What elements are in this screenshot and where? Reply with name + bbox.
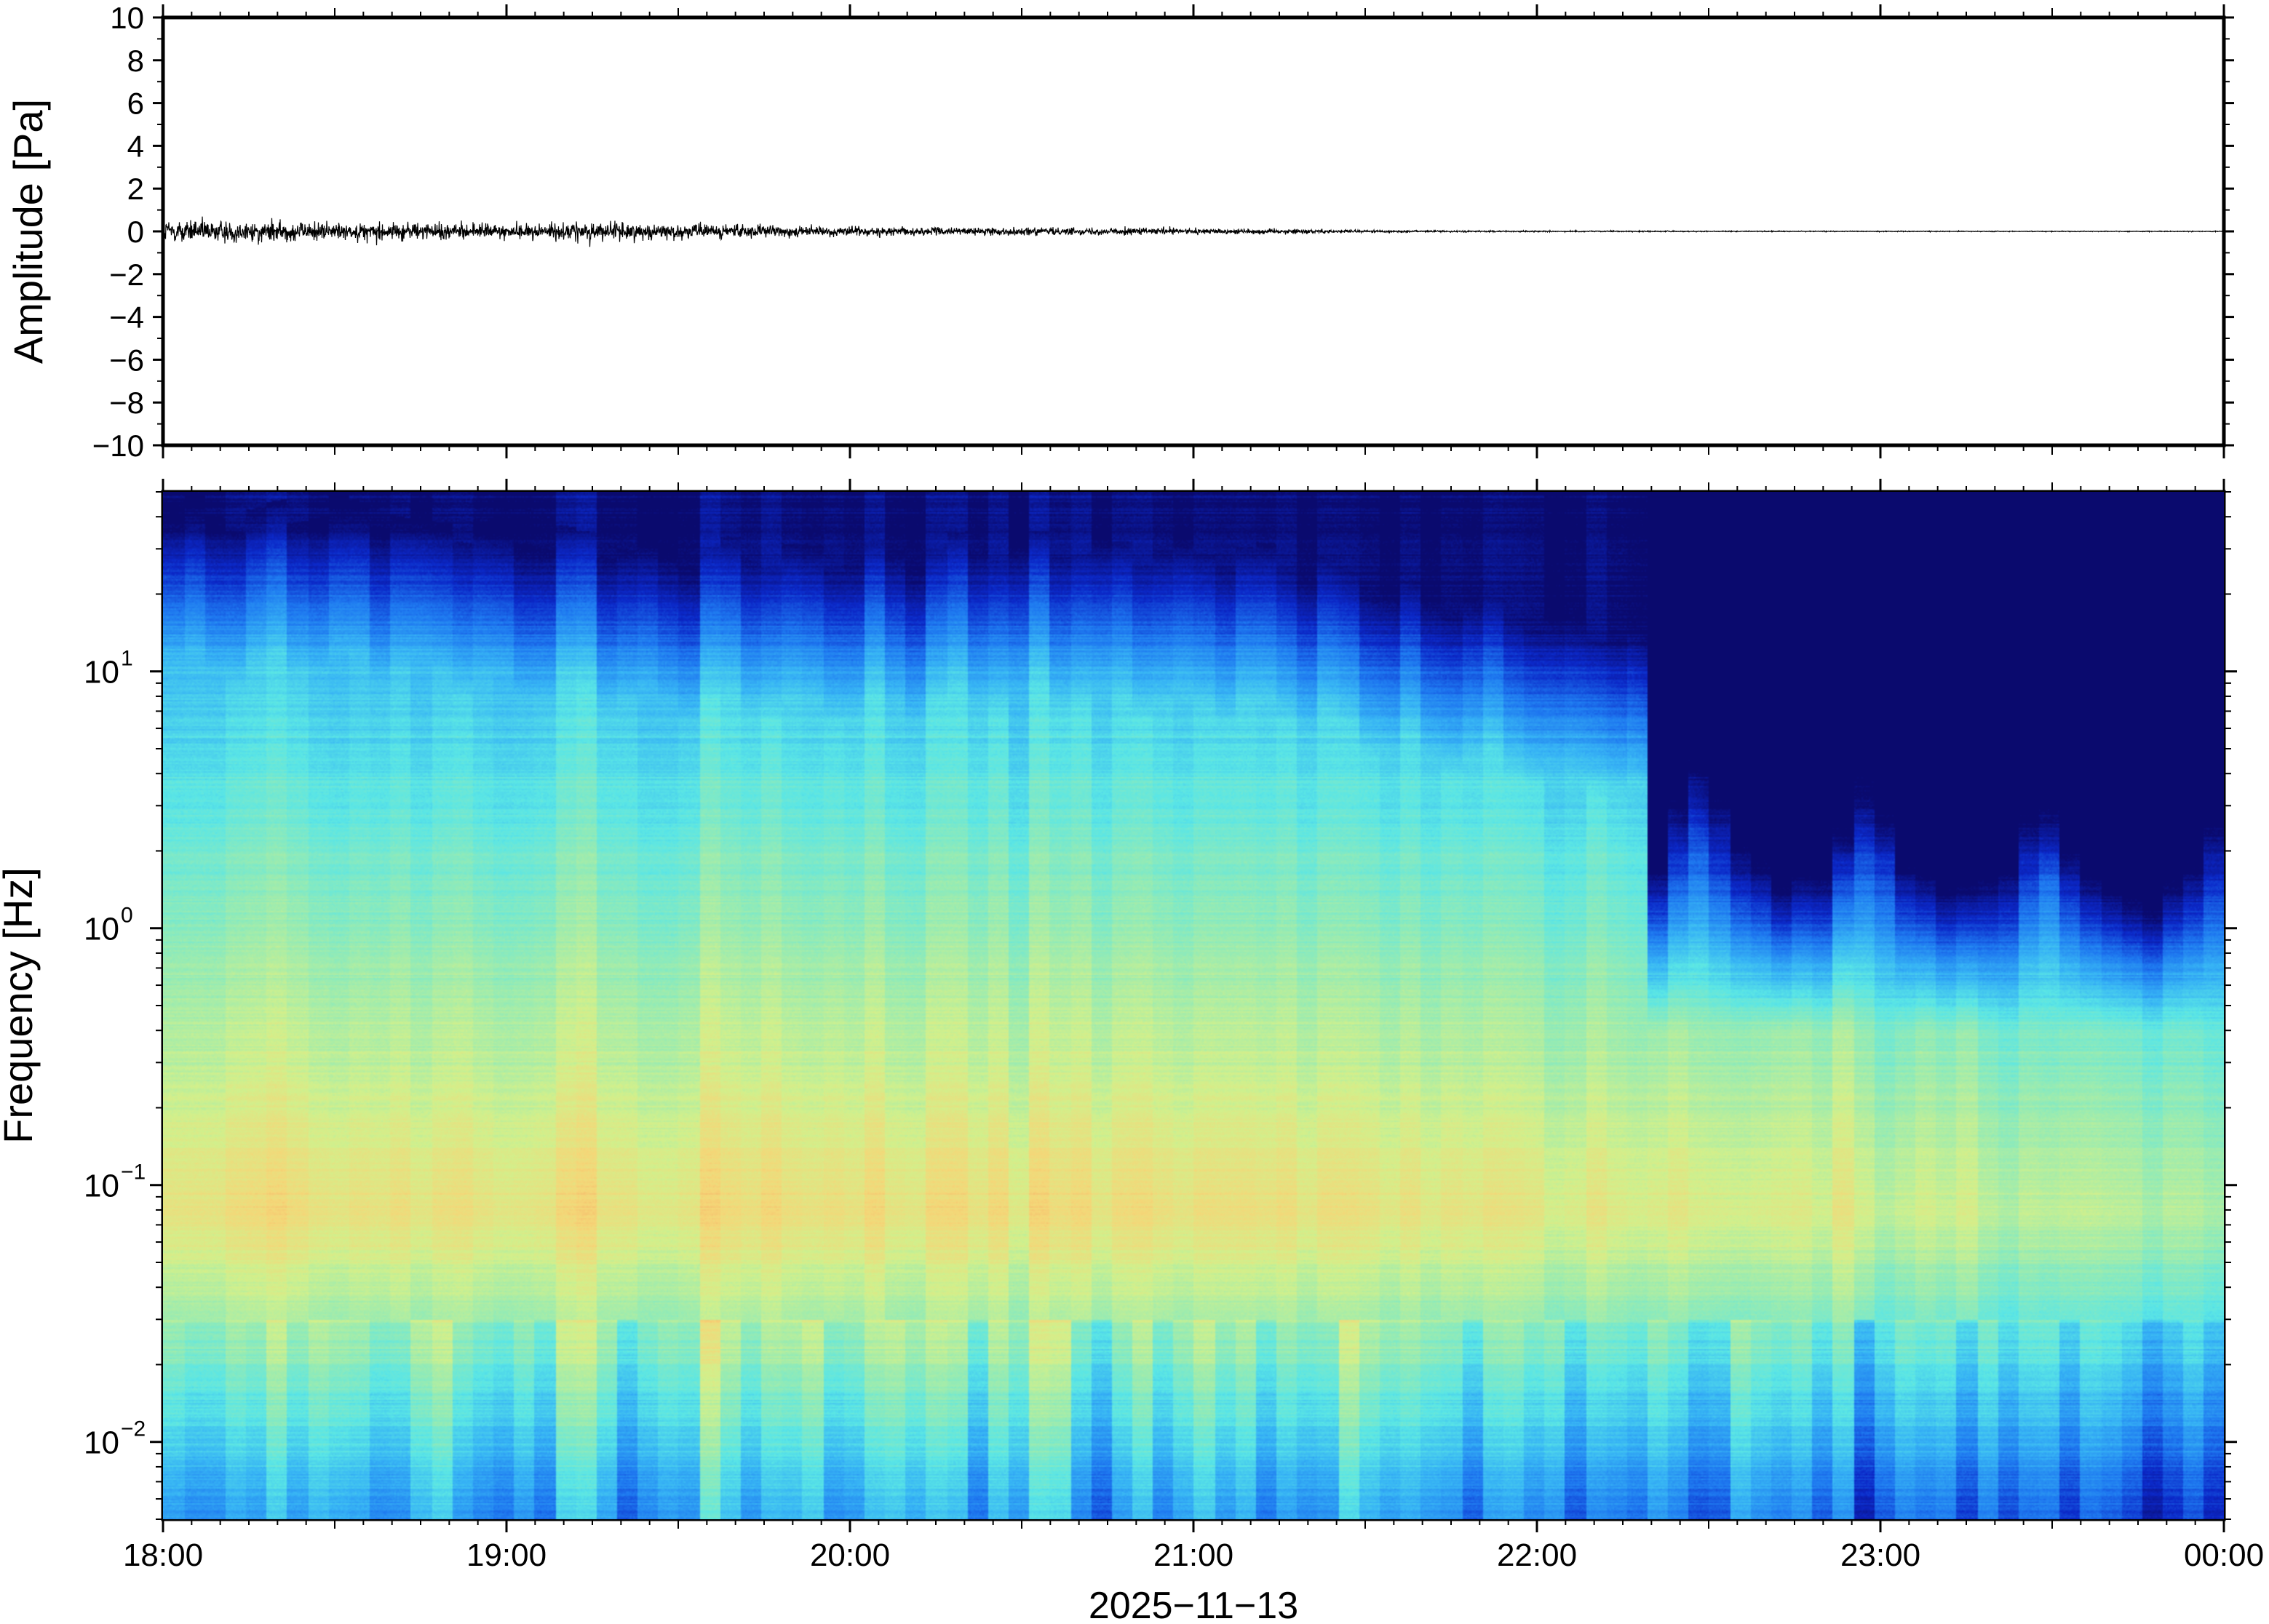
waveform-y-tick-label: 2 — [127, 172, 144, 206]
spectrogram-y-axis-label: Frequency [Hz] — [0, 867, 41, 1144]
waveform-y-ticks: 10 8 6 4 2 0 −2 −4 −6 −8 −10 — [92, 1, 2234, 463]
x-tick-label: 00:00 — [2184, 1537, 2264, 1573]
freq-tick-label: 10 — [84, 1425, 119, 1461]
freq-tick-exponent: −2 — [121, 1417, 146, 1441]
waveform-y-tick-label: 0 — [127, 215, 144, 249]
freq-tick-exponent: −1 — [121, 1161, 146, 1185]
waveform-y-tick-label: −6 — [109, 343, 144, 377]
waveform-y-tick-label: 6 — [127, 87, 144, 121]
x-tick-label: 18:00 — [123, 1537, 203, 1573]
x-tick-label: 19:00 — [466, 1537, 547, 1573]
waveform-y-tick-label: 10 — [110, 1, 144, 35]
x-tick-label: 21:00 — [1153, 1537, 1233, 1573]
spectrogram-x-axis-label: 2025−11−13 — [1089, 1585, 1298, 1624]
waveform-y-tick-label: −8 — [109, 386, 144, 420]
freq-tick-exponent: 0 — [121, 904, 133, 928]
waveform-panel: 10 8 6 4 2 0 −2 −4 −6 −8 −10 Amplitude [Pa] — [5, 1, 2234, 463]
waveform-y-tick-label: −10 — [92, 429, 144, 463]
x-tick-label: 22:00 — [1497, 1537, 1577, 1573]
waveform-y-tick-label: 4 — [127, 129, 144, 163]
waveform-y-tick-label: −2 — [109, 258, 144, 292]
waveform-y-tick-label: −4 — [109, 300, 144, 335]
spectrogram-x-ticks: 18:00 19:00 20:00 21:00 22:00 23:00 00:00 — [123, 479, 2264, 1573]
x-tick-label: 20:00 — [810, 1537, 890, 1573]
waveform-trace — [162, 216, 2225, 247]
waveform-y-axis-label: Amplitude [Pa] — [5, 99, 51, 364]
freq-tick-label: 10 — [84, 655, 119, 690]
freq-tick-label: 10 — [84, 1169, 119, 1204]
freq-tick-label: 10 — [84, 912, 119, 947]
freq-tick-exponent: 1 — [121, 647, 133, 671]
waveform-x-ticks — [162, 4, 2225, 458]
spectrogram-heatmap — [163, 492, 2224, 1519]
x-tick-label: 23:00 — [1840, 1537, 1920, 1573]
waveform-y-tick-label: 8 — [127, 44, 144, 78]
